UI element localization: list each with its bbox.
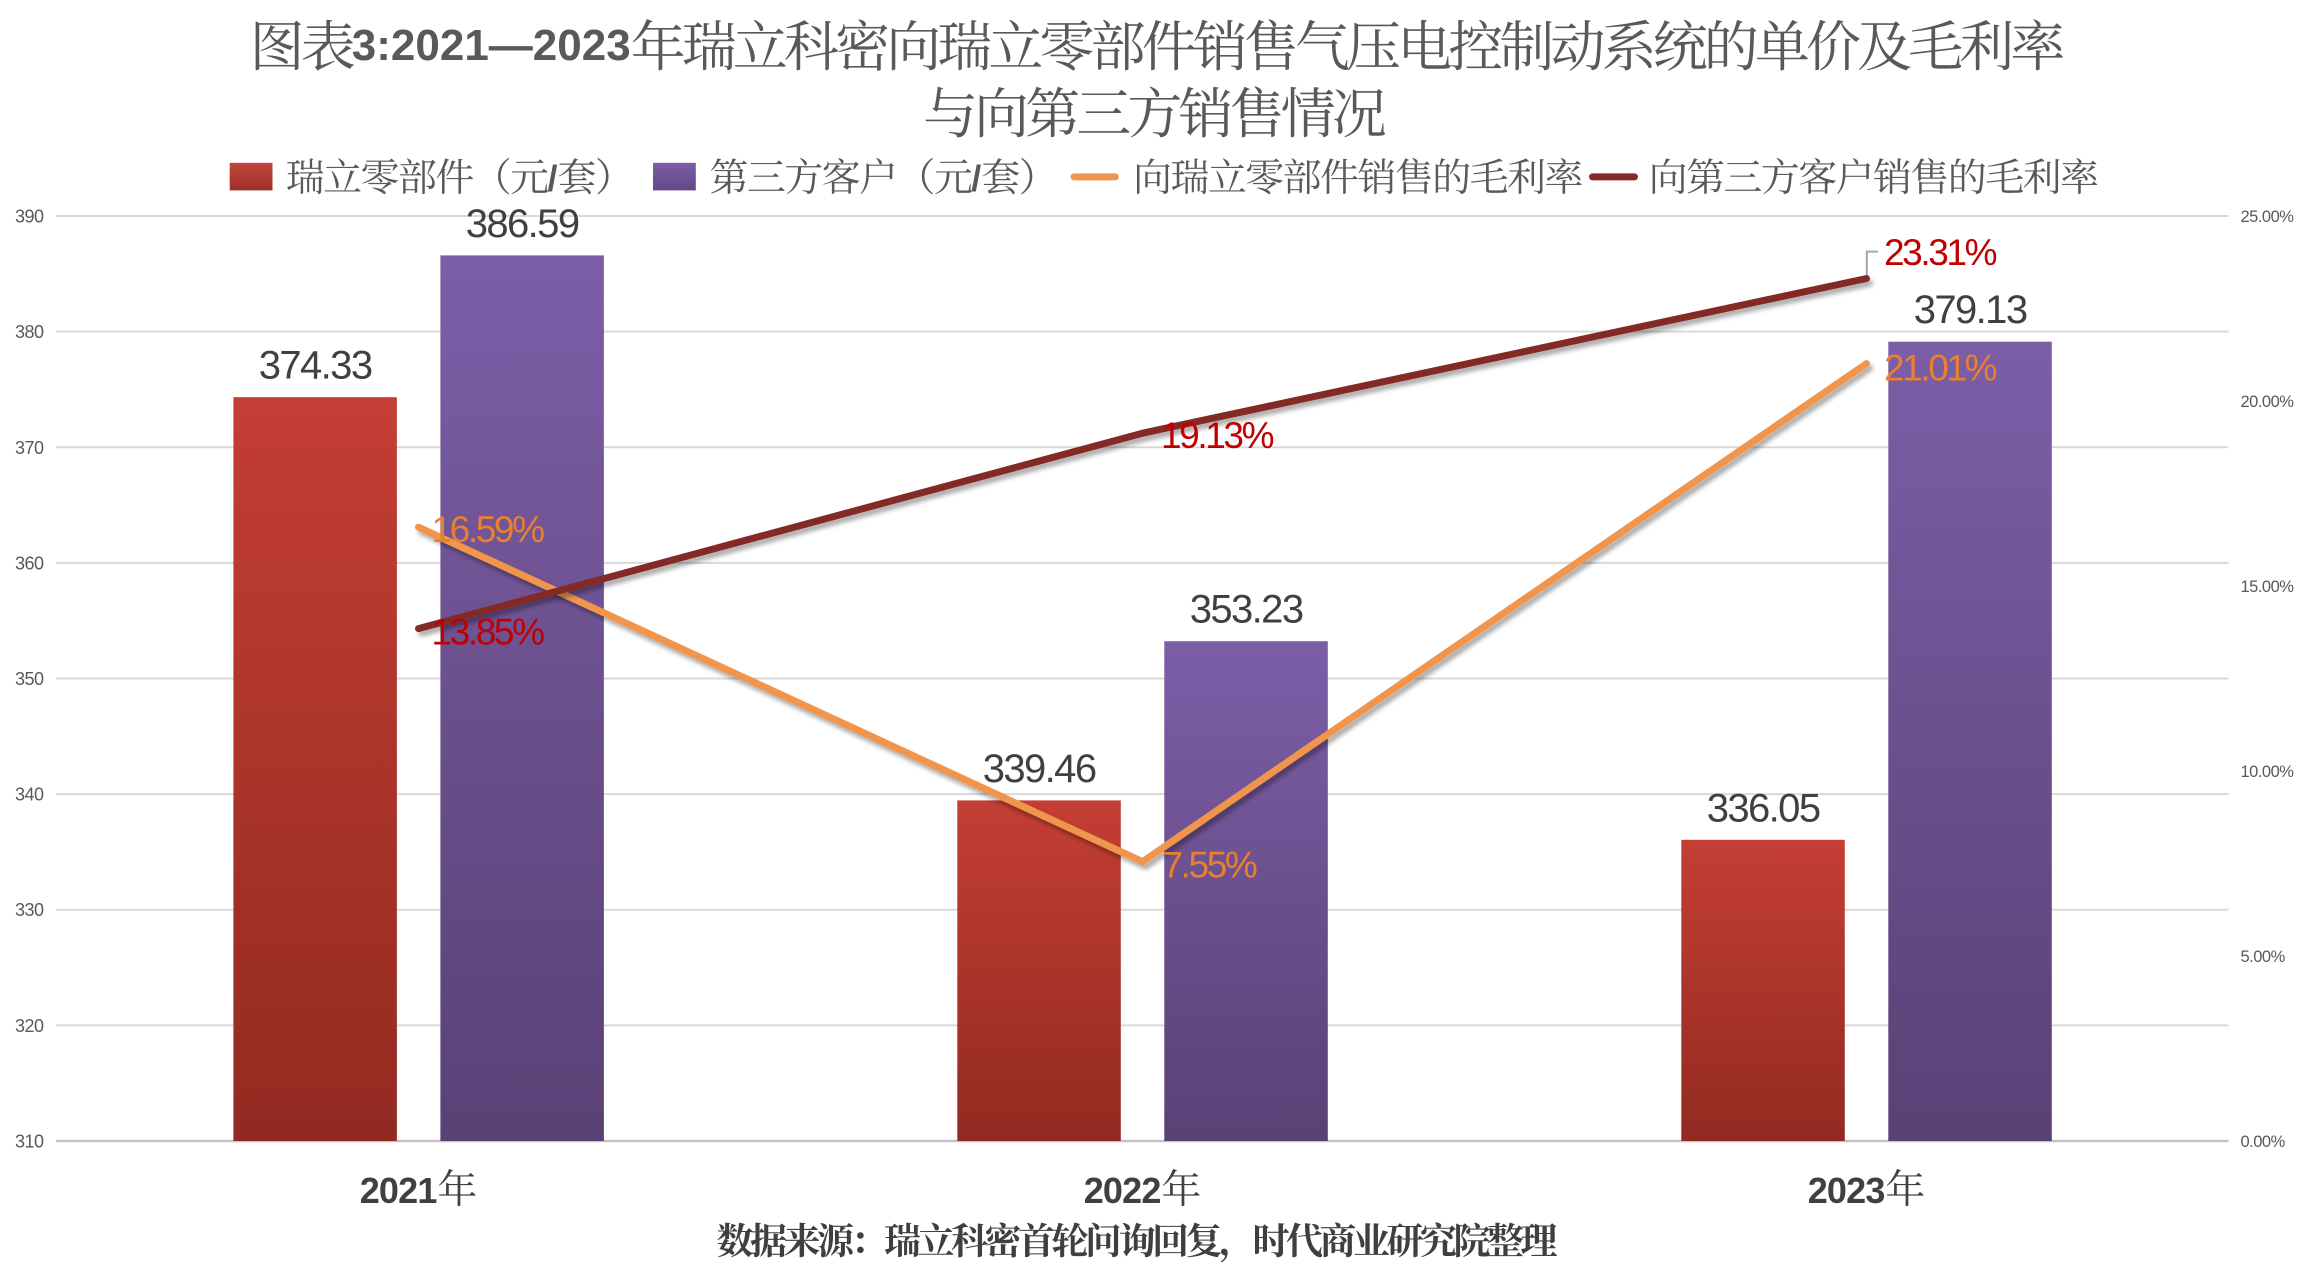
svg-text:336.05: 336.05 — [1707, 786, 1820, 830]
svg-text:/: / — [971, 158, 981, 199]
svg-text:350: 350 — [15, 669, 44, 689]
svg-text:339.46: 339.46 — [983, 747, 1096, 791]
svg-text:380: 380 — [15, 322, 44, 342]
svg-text:2022: 2022 — [1084, 1170, 1161, 1211]
svg-text:21.01%: 21.01% — [1884, 348, 1997, 389]
svg-text:340: 340 — [15, 785, 44, 805]
svg-text:330: 330 — [15, 900, 44, 920]
svg-text:386.59: 386.59 — [466, 202, 579, 246]
svg-text:20.00%: 20.00% — [2241, 393, 2295, 411]
svg-text:16.59%: 16.59% — [432, 509, 545, 550]
svg-text:310: 310 — [15, 1132, 44, 1152]
svg-text:10.00%: 10.00% — [2241, 763, 2295, 781]
svg-text:370: 370 — [15, 438, 44, 458]
svg-text:23.31%: 23.31% — [1884, 232, 1997, 273]
svg-text:3:2021—2023: 3:2021—2023 — [352, 21, 631, 70]
svg-text:320: 320 — [15, 1016, 44, 1036]
svg-text:353.23: 353.23 — [1190, 588, 1303, 632]
svg-text:360: 360 — [15, 553, 44, 573]
svg-text:19.13%: 19.13% — [1161, 415, 1274, 456]
svg-text:5.00%: 5.00% — [2241, 948, 2286, 966]
svg-text:0.00%: 0.00% — [2241, 1133, 2286, 1151]
svg-text:25.00%: 25.00% — [2241, 208, 2295, 226]
svg-text:/: / — [548, 158, 558, 199]
svg-text:374.33: 374.33 — [259, 344, 372, 388]
svg-text:7.55%: 7.55% — [1163, 845, 1257, 886]
svg-text:2021: 2021 — [360, 1170, 438, 1211]
svg-text:13.85%: 13.85% — [432, 612, 545, 653]
svg-text:379.13: 379.13 — [1914, 288, 2027, 332]
svg-text:2023: 2023 — [1808, 1170, 1885, 1211]
svg-text:390: 390 — [15, 207, 44, 227]
svg-text:15.00%: 15.00% — [2241, 578, 2295, 596]
